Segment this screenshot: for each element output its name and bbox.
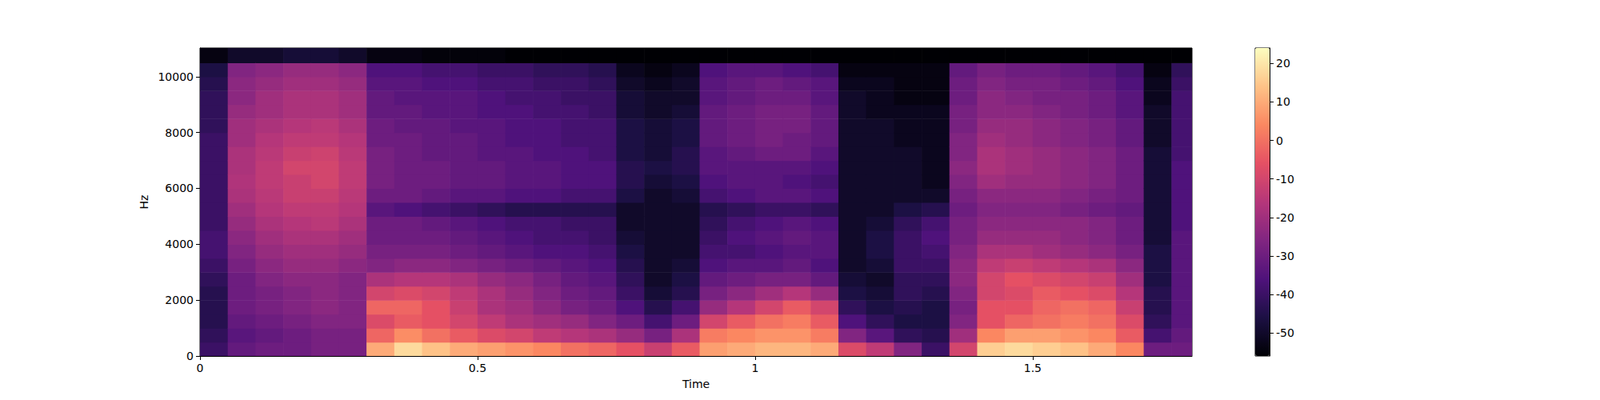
svg-text:2000: 2000 [164, 293, 194, 307]
svg-text:1.5: 1.5 [1024, 361, 1042, 375]
svg-text:Time: Time [681, 377, 710, 391]
svg-text:20: 20 [1276, 56, 1291, 70]
svg-text:Hz: Hz [137, 195, 151, 210]
svg-text:-40: -40 [1276, 288, 1295, 301]
svg-text:0: 0 [1276, 134, 1284, 148]
svg-text:1: 1 [751, 361, 759, 375]
svg-text:6000: 6000 [164, 181, 194, 195]
svg-text:0: 0 [196, 361, 204, 375]
svg-text:0.5: 0.5 [468, 361, 487, 375]
svg-text:8000: 8000 [164, 126, 194, 140]
svg-text:4000: 4000 [164, 237, 194, 251]
svg-text:10000: 10000 [157, 70, 194, 84]
svg-text:-10: -10 [1276, 172, 1295, 186]
svg-text:0: 0 [186, 349, 194, 363]
svg-text:-20: -20 [1276, 211, 1295, 224]
svg-text:10: 10 [1276, 95, 1291, 108]
svg-text:-30: -30 [1276, 249, 1295, 263]
svg-text:-50: -50 [1276, 326, 1295, 340]
